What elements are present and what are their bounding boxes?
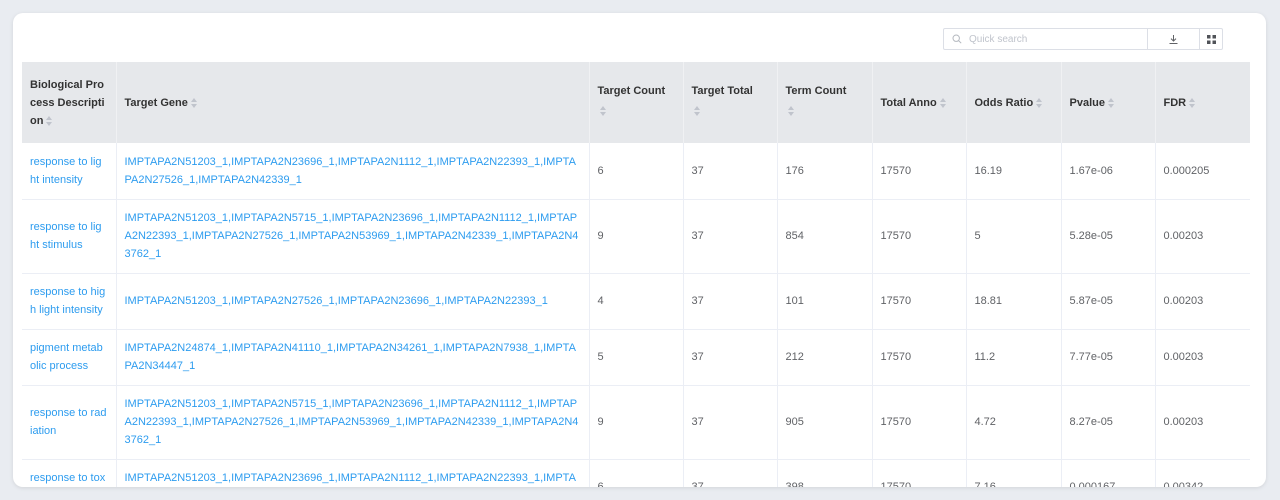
table-row: pigment metabolic process IMPTAPA2N24874… [22,329,1250,386]
search-icon [952,34,962,44]
sort-icon[interactable] [939,97,947,108]
column-header-description[interactable]: Biological Process Description [22,62,117,143]
target-count-cell: 4 [589,273,684,330]
column-header-term-count[interactable]: Term Count [777,62,873,143]
fdr-cell: 0.00203 [1155,329,1250,386]
column-header-label: Odds Ratio [974,96,1034,109]
quick-search-input[interactable] [967,32,1141,46]
target-total-cell: 37 [683,199,778,274]
column-header-label: Total Anno [880,96,937,109]
fdr-cell: 0.00342 [1155,459,1250,487]
results-card: Biological Process Description Target Ge… [13,13,1266,487]
odds-ratio-cell: 18.81 [966,273,1062,330]
description-cell[interactable]: response to light stimulus [22,199,117,274]
download-button[interactable] [1148,29,1199,49]
sort-icon[interactable] [693,106,701,116]
odds-ratio-cell: 4.72 [966,385,1062,460]
column-header-label: Target Total [691,85,753,97]
table-row: response to high light intensity IMPTAPA… [22,273,1250,330]
description-cell[interactable]: response to high light intensity [22,273,117,330]
target-gene-cell[interactable]: IMPTAPA2N51203_1,IMPTAPA2N23696_1,IMPTAP… [116,459,590,487]
table-header-row: Biological Process Description Target Ge… [22,62,1250,143]
column-header-target-gene[interactable]: Target Gene [116,62,590,143]
target-total-cell: 37 [683,459,778,487]
table-row: response to toxic substance IMPTAPA2N512… [22,459,1250,487]
odds-ratio-cell: 5 [966,199,1062,274]
pvalue-cell: 5.87e-05 [1061,273,1156,330]
target-gene-cell[interactable]: IMPTAPA2N51203_1,IMPTAPA2N5715_1,IMPTAPA… [116,199,590,274]
column-header-label: Term Count [785,85,847,97]
column-header-label: Pvalue [1069,96,1105,109]
term-count-cell: 854 [777,199,873,274]
term-count-cell: 398 [777,459,873,487]
sort-icon[interactable] [190,97,198,108]
sort-icon[interactable] [599,106,607,116]
column-header-label: Target Gene [124,96,188,109]
column-header-odds-ratio[interactable]: Odds Ratio [966,62,1062,143]
total-anno-cell: 17570 [872,199,967,274]
odds-ratio-cell: 11.2 [966,329,1062,386]
sort-icon[interactable] [1189,97,1196,108]
pvalue-cell: 7.77e-05 [1061,329,1156,386]
results-table: Biological Process Description Target Ge… [22,62,1250,487]
description-cell[interactable]: response to radiation [22,385,117,460]
target-count-cell: 6 [589,459,684,487]
term-count-cell: 905 [777,385,873,460]
column-header-label: Target Count [597,85,666,97]
quick-search[interactable] [944,29,1148,49]
target-gene-cell[interactable]: IMPTAPA2N51203_1,IMPTAPA2N23696_1,IMPTAP… [116,143,590,200]
target-total-cell: 37 [683,385,778,460]
table-row: response to radiation IMPTAPA2N51203_1,I… [22,385,1250,460]
column-header-target-count[interactable]: Target Count [589,62,684,143]
sort-icon[interactable] [1036,97,1043,108]
total-anno-cell: 17570 [872,459,967,487]
odds-ratio-cell: 7.16 [966,459,1062,487]
description-cell[interactable]: pigment metabolic process [22,329,117,386]
column-header-label: Biological Process Description [30,78,105,127]
term-count-cell: 101 [777,273,873,330]
fdr-cell: 0.000205 [1155,143,1250,200]
column-header-pvalue[interactable]: Pvalue [1061,62,1156,143]
target-count-cell: 9 [589,385,684,460]
fdr-cell: 0.00203 [1155,273,1250,330]
pvalue-cell: 8.27e-05 [1061,385,1156,460]
description-cell[interactable]: response to light intensity [22,143,117,200]
description-cell[interactable]: response to toxic substance [22,459,117,487]
column-header-total-anno[interactable]: Total Anno [872,62,967,143]
grid-icon [1206,34,1216,44]
target-count-cell: 5 [589,329,684,386]
target-total-cell: 37 [683,143,778,200]
table-row: response to light stimulus IMPTAPA2N5120… [22,199,1250,274]
target-count-cell: 6 [589,143,684,200]
pvalue-cell: 1.67e-06 [1061,143,1156,200]
pvalue-cell: 5.28e-05 [1061,199,1156,274]
target-gene-cell[interactable]: IMPTAPA2N24874_1,IMPTAPA2N41110_1,IMPTAP… [116,329,590,386]
pvalue-cell: 0.000167 [1061,459,1156,487]
sort-icon[interactable] [787,106,795,116]
target-count-cell: 9 [589,199,684,274]
target-total-cell: 37 [683,329,778,386]
column-header-label: FDR [1163,96,1187,109]
target-gene-cell[interactable]: IMPTAPA2N51203_1,IMPTAPA2N5715_1,IMPTAPA… [116,385,590,460]
sort-icon[interactable] [46,115,53,126]
table-row: response to light intensity IMPTAPA2N512… [22,143,1250,200]
term-count-cell: 212 [777,329,873,386]
total-anno-cell: 17570 [872,385,967,460]
table-toolbar [943,28,1223,50]
term-count-cell: 176 [777,143,873,200]
fdr-cell: 0.00203 [1155,385,1250,460]
column-header-target-total[interactable]: Target Total [683,62,778,143]
odds-ratio-cell: 16.19 [966,143,1062,200]
download-icon [1169,34,1178,44]
sort-icon[interactable] [1107,97,1115,108]
total-anno-cell: 17570 [872,273,967,330]
target-gene-cell[interactable]: IMPTAPA2N51203_1,IMPTAPA2N27526_1,IMPTAP… [116,273,590,330]
total-anno-cell: 17570 [872,329,967,386]
results-table-container: Biological Process Description Target Ge… [22,62,1250,487]
total-anno-cell: 17570 [872,143,967,200]
fdr-cell: 0.00203 [1155,199,1250,274]
target-total-cell: 37 [683,273,778,330]
column-header-fdr[interactable]: FDR [1155,62,1250,143]
grid-view-button[interactable] [1199,29,1222,49]
